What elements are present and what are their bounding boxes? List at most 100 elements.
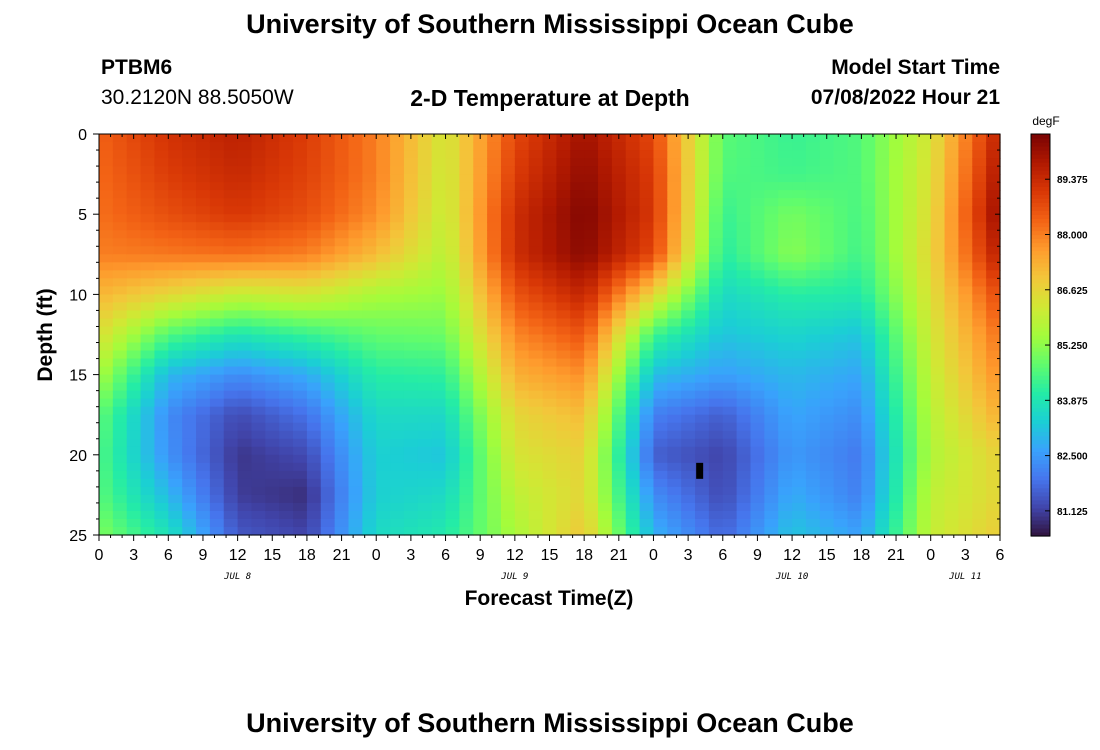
- heatmap-cell: [251, 478, 266, 488]
- heatmap-cell: [736, 454, 752, 464]
- heatmap-cell: [293, 294, 308, 304]
- heatmap-cell: [875, 398, 890, 408]
- heatmap-cell: [695, 422, 710, 432]
- heatmap-cell: [223, 470, 239, 480]
- heatmap-cell: [279, 446, 294, 456]
- heatmap-cell: [362, 190, 377, 199]
- heatmap-cell: [362, 310, 377, 320]
- heatmap-cell: [722, 470, 738, 480]
- heatmap-cell: [209, 294, 225, 304]
- heatmap-cell: [279, 502, 294, 512]
- heatmap-cell: [140, 302, 156, 312]
- heatmap-cell: [792, 158, 807, 167]
- heatmap-cell: [320, 214, 336, 223]
- heatmap-cell: [792, 470, 807, 480]
- heatmap-cell: [514, 406, 530, 416]
- heatmap-cell: [209, 502, 225, 512]
- heatmap-cell: [140, 350, 156, 360]
- heatmap-cell: [112, 142, 128, 151]
- heatmap-cell: [140, 398, 156, 408]
- x-axis: 0 3 6 9 12 15 18 21 0 3 6 9 12 15 18 21 0 3 6 9 12 15 18 21 0 3 6: [95, 134, 1005, 564]
- heatmap-cell: [514, 278, 530, 287]
- heatmap-cell: [598, 246, 613, 255]
- heatmap-cell: [861, 198, 876, 207]
- heatmap-cell: [209, 422, 225, 432]
- heatmap-cell: [639, 342, 655, 352]
- heatmap-cell: [736, 182, 752, 191]
- heatmap-cell: [334, 398, 350, 408]
- heatmap-cell: [944, 318, 960, 328]
- heatmap-cell: [196, 174, 211, 183]
- heatmap-cell: [902, 486, 918, 496]
- heatmap-cell: [611, 166, 627, 175]
- heatmap-cell: [473, 294, 488, 304]
- heatmap-cell: [625, 470, 641, 480]
- heatmap-cell: [667, 334, 682, 344]
- heatmap-cell: [473, 158, 488, 167]
- heatmap-cell: [487, 254, 502, 263]
- heatmap-cell: [736, 278, 752, 287]
- heatmap-cell: [598, 238, 613, 247]
- heatmap-cell: [306, 486, 322, 496]
- heatmap-cell: [736, 326, 752, 336]
- heatmap-cell: [196, 246, 211, 255]
- heatmap-cell: [500, 510, 516, 520]
- heatmap-cell: [875, 478, 890, 488]
- heatmap-cell: [556, 278, 571, 287]
- heatmap-cell: [500, 406, 516, 416]
- heatmap-cell: [611, 302, 627, 312]
- heatmap-cell: [750, 486, 765, 496]
- heatmap-cell: [431, 390, 447, 400]
- heatmap-cell: [722, 382, 738, 392]
- heatmap-cell: [445, 214, 460, 223]
- heatmap-cell: [653, 230, 668, 239]
- heatmap-cell: [667, 502, 682, 512]
- heatmap-cell: [722, 390, 738, 400]
- heatmap-cell: [556, 342, 571, 352]
- heatmap-cell: [403, 222, 419, 231]
- heatmap-cell: [722, 406, 738, 416]
- heatmap-cell: [778, 286, 793, 295]
- heatmap-cell: [833, 254, 849, 263]
- heatmap-cell: [681, 382, 696, 392]
- heatmap-cell: [140, 230, 156, 239]
- heatmap-cell: [805, 214, 821, 223]
- heatmap-cell: [417, 142, 433, 151]
- heatmap-cell: [611, 374, 627, 384]
- heatmap-cell: [889, 350, 904, 360]
- heatmap-cell: [390, 150, 405, 159]
- heatmap-cell: [792, 430, 807, 440]
- heatmap-cell: [265, 294, 280, 304]
- heatmap-cell: [930, 174, 946, 183]
- heatmap-cell: [223, 270, 239, 279]
- heatmap-cell: [750, 374, 765, 384]
- heatmap-cell: [306, 246, 322, 255]
- heatmap-cell: [750, 334, 765, 344]
- heatmap-cell: [598, 414, 613, 424]
- heatmap-cell: [736, 302, 752, 312]
- heatmap-cell: [279, 262, 294, 271]
- heatmap-cell: [390, 158, 405, 167]
- heatmap-cell: [348, 262, 363, 271]
- heatmap-cell: [348, 286, 363, 295]
- heatmap-cell: [722, 510, 738, 520]
- heatmap-cell: [750, 358, 765, 368]
- heatmap-cell: [958, 414, 973, 424]
- heatmap-cell: [376, 390, 391, 400]
- heatmap-cell: [459, 494, 474, 504]
- heatmap-cell: [944, 166, 960, 175]
- heatmap-cell: [972, 142, 987, 151]
- heatmap-cell: [792, 150, 807, 159]
- heatmap-cell: [334, 438, 350, 448]
- heatmap-cell: [473, 478, 488, 488]
- heatmap-cell: [556, 398, 571, 408]
- heatmap-cell: [348, 454, 363, 464]
- x-tick-label: 0: [926, 547, 935, 564]
- heatmap-cell: [972, 158, 987, 167]
- heatmap-cell: [514, 206, 530, 215]
- heatmap-cell: [500, 294, 516, 304]
- heatmap-cell: [542, 478, 558, 488]
- heatmap-cell: [722, 486, 738, 496]
- heatmap-cell: [209, 334, 225, 344]
- heatmap-cell: [140, 158, 156, 167]
